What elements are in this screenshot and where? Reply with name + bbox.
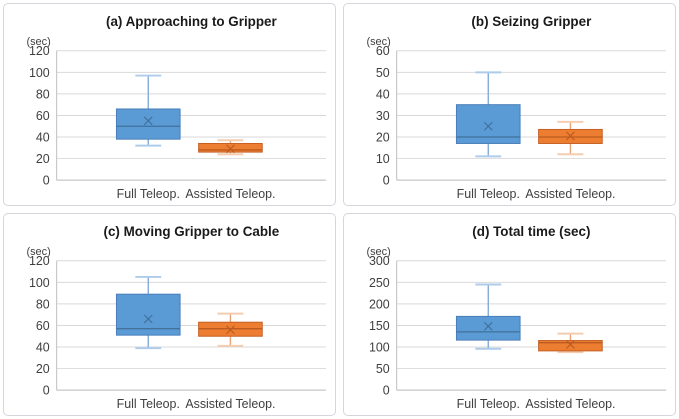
y-tick-label: 20 [36, 152, 50, 166]
mean-marker [566, 131, 575, 141]
iqr-box [115, 108, 181, 140]
y-tick-label: 0 [43, 384, 50, 398]
mean-marker [483, 321, 493, 331]
y-tick-label: 50 [376, 66, 390, 80]
boxplot-orange-c [198, 312, 263, 347]
y-tick-label: 10 [376, 152, 390, 166]
boxplot-blue-d [455, 283, 521, 350]
iqr-box [198, 142, 263, 153]
boxplot-orange-b [538, 120, 603, 156]
y-axis-unit-label: (sec) [366, 246, 390, 258]
y-tick-label: 300 [369, 254, 390, 268]
chart-title: (a) Approaching to Gripper [106, 14, 277, 29]
y-tick-label: 60 [376, 44, 390, 58]
chart-canvas-c: 0 20 40 60 80 100 120 (c) Moving Gripper to Cab… [26, 224, 327, 411]
iqr-box [538, 340, 603, 352]
y-tick-label: 40 [376, 87, 390, 101]
y-tick-label: 60 [36, 319, 50, 333]
x-category-label: Assisted Teleop. [525, 397, 615, 411]
chart-panel-d: 0 50 100 150 200 250 300 (d) Total time (sec) (s… [343, 213, 676, 416]
y-tick-label: 120 [29, 44, 50, 58]
chart-panel-b: 0 10 20 30 40 50 60 (b) Seizing Gripper (sec) Ful… [343, 3, 676, 206]
y-tick-label: 40 [36, 130, 50, 144]
chart-panel-c: 0 20 40 60 80 100 120 (c) Moving Gripper to Cab… [3, 213, 336, 416]
boxplot-orange-a [198, 139, 263, 156]
boxplot-blue-a [115, 74, 181, 147]
x-category-label: Assisted Teleop. [525, 187, 615, 201]
y-tick-label: 100 [369, 340, 390, 354]
chart-canvas-a: 0 20 40 60 80 100 120 (a) Approaching to Grippe… [26, 14, 327, 201]
x-category-label: Full Teleop. [457, 397, 520, 411]
y-tick-label: 20 [376, 130, 390, 144]
y-axis-unit-label: (sec) [366, 36, 390, 48]
y-tick-label: 100 [29, 276, 50, 290]
x-category-label: Full Teleop. [457, 187, 520, 201]
chart-panel-a: 0 20 40 60 80 100 120 (a) Approaching to Grippe… [3, 3, 336, 206]
x-category-label: Assisted Teleop. [185, 397, 275, 411]
boxplot-blue-c [115, 275, 181, 350]
y-tick-label: 0 [383, 384, 390, 398]
boxplot-orange-d [538, 332, 603, 354]
y-tick-label: 120 [29, 254, 50, 268]
y-tick-label: 50 [376, 362, 390, 376]
y-axis-unit-label: (sec) [26, 36, 50, 48]
chart-canvas-b: 0 10 20 30 40 50 60 (b) Seizing Gripper (sec) Ful… [366, 14, 667, 201]
mean-marker [226, 144, 235, 154]
y-tick-label: 60 [36, 109, 50, 123]
mean-marker [483, 121, 493, 131]
iqr-box [455, 315, 521, 341]
y-tick-label: 0 [383, 174, 390, 188]
y-tick-label: 40 [36, 340, 50, 354]
mean-marker [143, 116, 153, 126]
mean-marker [226, 325, 235, 335]
y-tick-label: 200 [369, 297, 390, 311]
y-tick-label: 80 [36, 297, 50, 311]
mean-marker [566, 340, 575, 349]
y-tick-label: 20 [36, 362, 50, 376]
x-category-label: Full Teleop. [117, 187, 180, 201]
x-category-label: Full Teleop. [117, 397, 180, 411]
x-category-label: Assisted Teleop. [185, 187, 275, 201]
chart-title: (b) Seizing Gripper [471, 14, 592, 29]
y-tick-label: 100 [29, 66, 50, 80]
boxplot-blue-b [455, 71, 521, 158]
y-tick-label: 250 [369, 276, 390, 290]
chart-canvas-d: 0 50 100 150 200 250 300 (d) Total time (sec) (s… [366, 224, 667, 411]
y-tick-label: 150 [369, 319, 390, 333]
y-axis-unit-label: (sec) [26, 246, 50, 258]
chart-title: (d) Total time (sec) [472, 224, 590, 239]
y-tick-label: 80 [36, 87, 50, 101]
chart-title: (c) Moving Gripper to Cable [104, 224, 280, 239]
y-tick-label: 0 [43, 174, 50, 188]
mean-marker [143, 314, 153, 324]
y-tick-label: 30 [376, 109, 390, 123]
